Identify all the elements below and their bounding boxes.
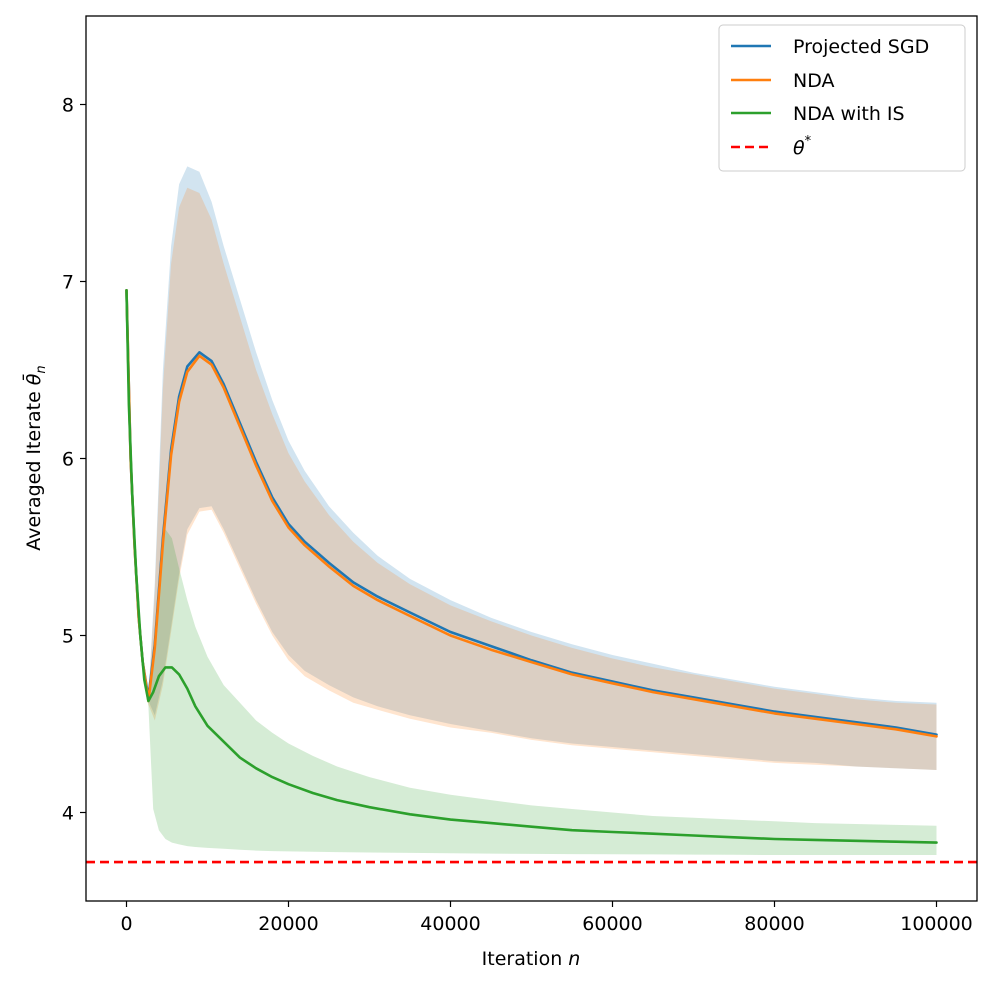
x-axis-label-text: Iteration (482, 948, 563, 970)
series-line-nda (125, 288, 938, 738)
legend-label-nda-with-is: NDA with IS (793, 103, 905, 125)
y-tick-label: 4 (62, 803, 74, 825)
x-axis-label-var: n (568, 948, 580, 970)
y-axis-label-var: θ̄ (21, 373, 45, 385)
x-tick-label: 20000 (258, 913, 318, 935)
x-tick-label: 40000 (420, 913, 480, 935)
y-tick-label: 8 (62, 95, 74, 117)
legend-label-theta-star: θ* (793, 134, 812, 159)
x-tick-label: 80000 (744, 913, 804, 935)
band-nda-with-is (126, 290, 937, 855)
y-tick-label: 7 (62, 272, 74, 294)
series-lines (125, 288, 938, 844)
confidence-bands (126, 166, 937, 855)
legend-theta-base: θ (793, 137, 805, 159)
legend-theta-sup: * (805, 134, 812, 149)
legend: Projected SGD NDA NDA with IS θ* (718, 24, 966, 172)
x-tick-label: 100000 (900, 913, 973, 935)
y-tick-label: 5 (62, 626, 74, 648)
y-axis-label-text: Averaged Iterate (23, 391, 45, 550)
y-tick-label: 6 (62, 449, 74, 471)
band-nda (126, 187, 937, 770)
y-axis-label-sub: n (34, 365, 49, 373)
band-projected-sgd (126, 166, 937, 770)
legend-label-projected-sgd: Projected SGD (793, 36, 929, 58)
y-axis-label: Averaged Iterate θ̄n (21, 365, 49, 550)
x-axis-label: Iteration n (482, 948, 581, 970)
y-axis-ticks: 4 5 6 7 8 (62, 95, 86, 825)
series-line-nda-with-is (125, 288, 938, 844)
x-tick-label: 0 (120, 913, 132, 935)
legend-label-nda: NDA (793, 70, 835, 92)
x-tick-label: 60000 (582, 913, 642, 935)
legend-box (718, 24, 966, 172)
x-axis-ticks: 0 20000 40000 60000 80000 100000 (120, 901, 973, 935)
